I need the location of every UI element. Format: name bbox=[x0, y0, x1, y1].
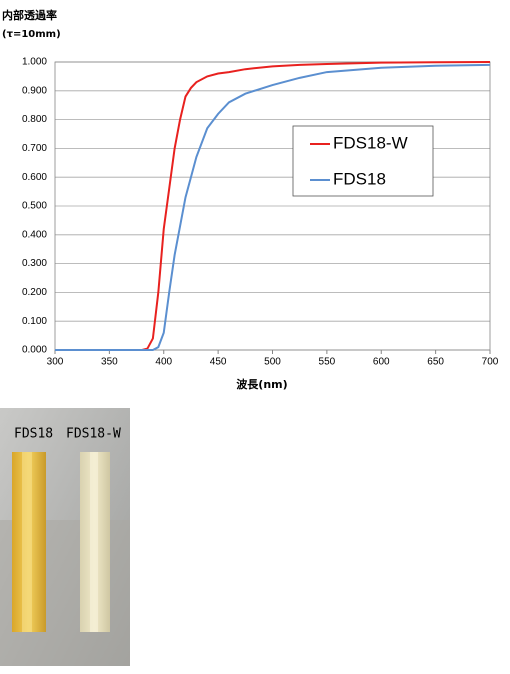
glass-edge bbox=[22, 452, 32, 632]
x-axis-label: 波長(nm) bbox=[236, 377, 287, 391]
photo-label: FDS18 bbox=[14, 427, 53, 442]
series-line bbox=[55, 63, 491, 351]
glass-edge bbox=[90, 452, 98, 632]
x-tick-label: 300 bbox=[47, 357, 64, 368]
x-tick-label: 400 bbox=[155, 357, 172, 368]
y-tick-label: 0.700 bbox=[22, 143, 47, 154]
y-tick-label: 0.000 bbox=[22, 345, 47, 356]
legend-label: FDS18-W bbox=[333, 133, 408, 152]
x-tick-label: 500 bbox=[264, 357, 281, 368]
y-tick-label: 0.900 bbox=[22, 85, 47, 96]
plot-frame bbox=[54, 61, 491, 351]
legend-label: FDS18 bbox=[333, 169, 386, 188]
y-tick-label: 0.100 bbox=[22, 316, 47, 327]
y-tick-label: 0.400 bbox=[22, 229, 47, 240]
x-tick-label: 600 bbox=[373, 357, 390, 368]
y-tick-label: 0.500 bbox=[22, 201, 47, 212]
photo-label: FDS18-W bbox=[66, 427, 121, 442]
x-tick-label: 700 bbox=[482, 357, 499, 368]
x-tick-label: 650 bbox=[427, 357, 444, 368]
y-tick-label: 0.200 bbox=[22, 287, 47, 298]
y-tick-label: 0.300 bbox=[22, 258, 47, 269]
y-tick-label: 0.800 bbox=[22, 114, 47, 125]
x-tick-label: 450 bbox=[210, 357, 227, 368]
chart-subtitle: (τ=10mm) bbox=[2, 29, 61, 40]
chart-title: 内部透過率 bbox=[2, 8, 57, 22]
x-tick-label: 350 bbox=[101, 357, 118, 368]
x-tick-label: 550 bbox=[319, 357, 336, 368]
y-tick-label: 1.000 bbox=[22, 57, 47, 68]
photo: FDS18 FDS18-W bbox=[0, 408, 130, 666]
series-line bbox=[55, 61, 491, 351]
y-tick-label: 0.600 bbox=[22, 172, 47, 183]
legend-box bbox=[292, 125, 434, 197]
